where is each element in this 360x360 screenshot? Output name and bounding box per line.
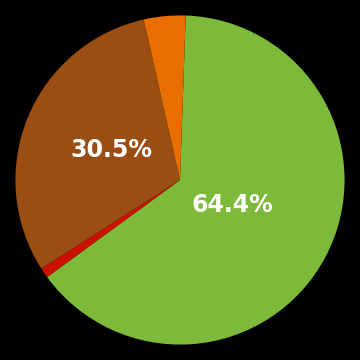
Text: 30.5%: 30.5% bbox=[70, 138, 152, 162]
Wedge shape bbox=[47, 15, 345, 345]
Wedge shape bbox=[15, 19, 180, 269]
Wedge shape bbox=[144, 15, 186, 180]
Text: 64.4%: 64.4% bbox=[192, 193, 274, 217]
Wedge shape bbox=[41, 180, 180, 277]
